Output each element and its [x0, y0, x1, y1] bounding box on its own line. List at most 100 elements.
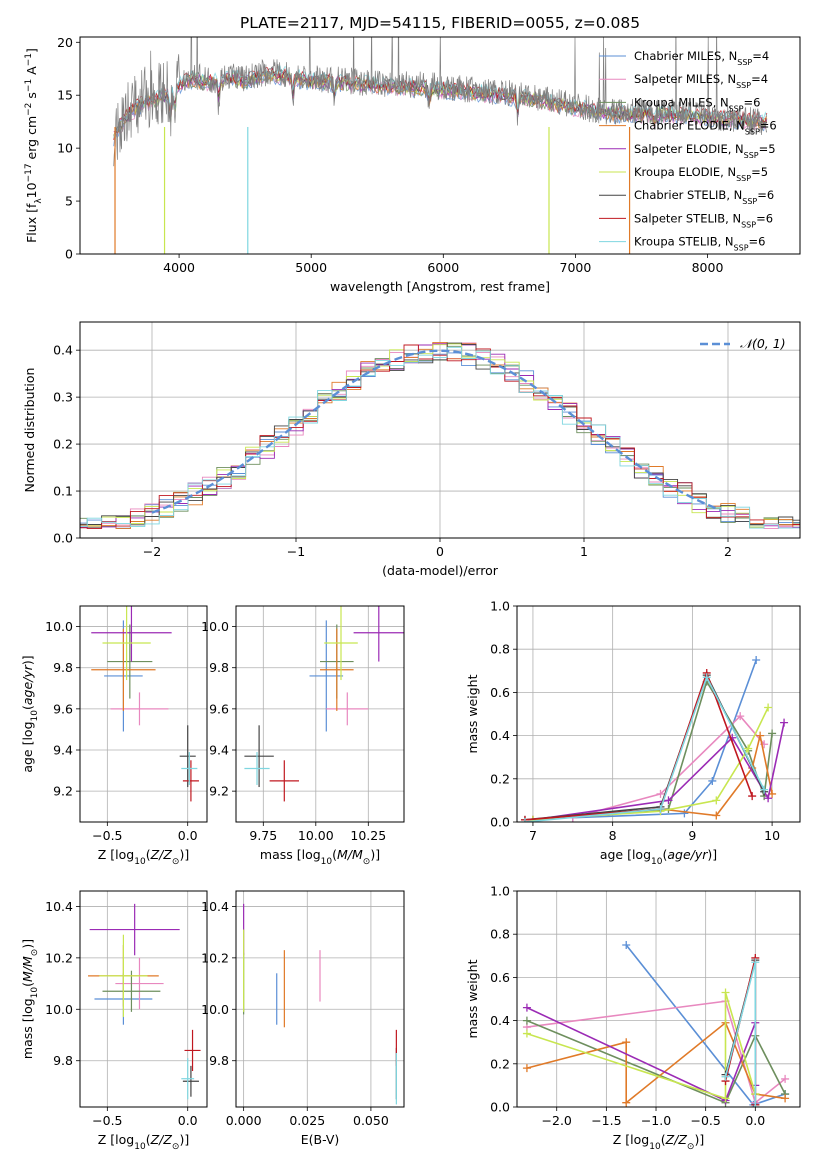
x-tick-label: 5000	[295, 260, 327, 275]
weight-marker	[664, 796, 673, 805]
y-tick-label: 0.8	[490, 642, 510, 657]
y-tick-label: 0.0	[53, 531, 73, 546]
x-tick-label: −1	[287, 544, 305, 559]
legend-label: Kroupa ELODIE, NSSP=5	[634, 165, 768, 183]
weight-marker	[522, 1064, 531, 1073]
legend-label: Chabrier MILES, NSSP=4	[634, 49, 769, 67]
plot-area	[113, 37, 768, 254]
y-tick-label: 9.8	[209, 1053, 229, 1068]
weight-marker	[780, 718, 789, 727]
weight-marker	[736, 712, 745, 721]
x-tick-label: 8000	[692, 260, 724, 275]
weight-line	[572, 659, 757, 819]
y-tick-label: 9.4	[53, 743, 73, 758]
y-tick-label: 10.0	[201, 619, 229, 634]
y-tick-label: 15	[57, 88, 73, 103]
y-tick-label: 9.8	[53, 1053, 73, 1068]
x-tick-label: −0.5	[92, 1113, 122, 1128]
y-axis-label: mass weight	[465, 674, 480, 753]
y-tick-label: 0.2	[490, 1056, 510, 1071]
x-tick-label: 10.00	[298, 828, 334, 843]
x-tick-label: 9	[688, 828, 696, 843]
x-tick-label: 7000	[560, 260, 592, 275]
legend-label: Salpeter STELIB, NSSP=6	[634, 211, 773, 229]
y-tick-label: 9.2	[53, 784, 73, 799]
chart-age_vs_mass: 9.75 10.00 10.25 9.2 9.4 9.6 9.8 10.0 mass [log1…	[201, 605, 405, 867]
y-tick-label: 0.2	[490, 771, 510, 786]
weight-marker	[680, 809, 689, 818]
y-tick-label: 10	[57, 141, 73, 156]
y-tick-label: 0.4	[490, 728, 510, 743]
weight-marker	[751, 958, 760, 967]
chart-residuals: −2 −1 0 1 2 0.0 0.1 0.2 0.3 0.4 𝒩(0, 1) (data-model…	[22, 321, 801, 578]
weight-line	[524, 675, 765, 822]
weight-marker	[756, 731, 765, 740]
weight-marker	[656, 805, 665, 814]
y-tick-label: 9.6	[53, 701, 73, 716]
x-tick-label: 0.025	[289, 1113, 325, 1128]
weight-marker	[768, 729, 777, 738]
weight-marker	[751, 1103, 760, 1107]
weight-line	[532, 722, 785, 821]
y-tick-label: 9.6	[209, 701, 229, 716]
plot-area	[243, 903, 397, 1105]
y-tick-label: 10.0	[201, 1002, 229, 1017]
residual-histogram-line	[80, 342, 800, 526]
y-tick-label: 0.6	[490, 970, 510, 985]
y-tick-label: 10.4	[201, 899, 229, 914]
y-tick-label: 1.0	[490, 599, 510, 614]
chart-spectrum: 4000 5000 6000 7000 8000 0 5 10 15 20 wavelength […	[24, 35, 801, 294]
plot-area	[522, 941, 790, 1107]
weight-marker	[760, 785, 769, 794]
weight-marker	[744, 744, 753, 753]
x-tick-label: −1.5	[591, 1113, 621, 1128]
weight-marker	[781, 1074, 790, 1083]
residual-histogram-line	[80, 343, 800, 528]
x-tick-label: −0.5	[92, 828, 122, 843]
plot-area	[520, 656, 789, 822]
y-tick-label: 0.8	[490, 927, 510, 942]
y-axis-label: Flux [fλ10−17 erg cm−2 s−1 A−1]	[24, 48, 44, 243]
x-tick-label: 0	[436, 544, 444, 559]
weight-marker	[721, 988, 730, 997]
figure-title: PLATE=2117, MJD=54115, FIBERID=0055, z=0…	[240, 14, 640, 32]
y-tick-label: 0.0	[490, 1100, 510, 1115]
axes-frame	[79, 36, 801, 255]
x-tick-label: −0.5	[690, 1113, 720, 1128]
normal-curve-line	[151, 349, 722, 514]
y-tick-label: 9.8	[53, 660, 73, 675]
weight-marker	[721, 1094, 730, 1103]
residual-histogram-line	[80, 342, 800, 529]
weight-marker	[622, 1098, 631, 1107]
x-axis-label: mass [log10(M/M⊙)]	[260, 847, 380, 867]
weight-marker	[712, 796, 721, 805]
chart-weight_vs_age: 7 8 9 10 0.0 0.2 0.4 0.6 0.8 1.0 age [log10(age/yr…	[465, 599, 801, 867]
weight-line	[526, 1006, 757, 1102]
plot-area	[88, 903, 201, 1100]
x-tick-label: 0.000	[226, 1113, 262, 1128]
x-tick-label: 8	[609, 828, 617, 843]
legend-label: Kroupa STELIB, NSSP=6	[634, 235, 765, 253]
legend-label: Chabrier ELODIE, NSSP=6	[634, 119, 777, 137]
y-axis-label: Normed distribution	[22, 368, 37, 493]
x-axis-label: Z [log10(Z/Z⊙)]	[98, 1132, 189, 1152]
x-tick-label: 10	[764, 828, 780, 843]
x-tick-label: 0.0	[178, 1113, 198, 1128]
x-axis-label: age [log10(age/yr)]	[600, 847, 717, 867]
axes-frame	[79, 605, 208, 823]
weight-line	[572, 715, 765, 819]
y-tick-label: 10.2	[201, 950, 229, 965]
x-tick-label: 0.0	[178, 828, 198, 843]
weight-marker	[721, 1072, 730, 1081]
legend-label: Salpeter MILES, NSSP=4	[634, 72, 768, 90]
x-tick-label: −1.0	[641, 1113, 671, 1128]
y-tick-label: 0.3	[53, 390, 73, 405]
y-tick-label: 0	[65, 247, 73, 262]
weight-marker	[656, 789, 665, 798]
weight-marker	[622, 941, 631, 949]
y-tick-label: 0.6	[490, 685, 510, 700]
x-axis-label: E(B-V)	[301, 1132, 340, 1147]
y-tick-label: 0.4	[53, 343, 73, 358]
y-tick-label: 10.2	[45, 950, 73, 965]
